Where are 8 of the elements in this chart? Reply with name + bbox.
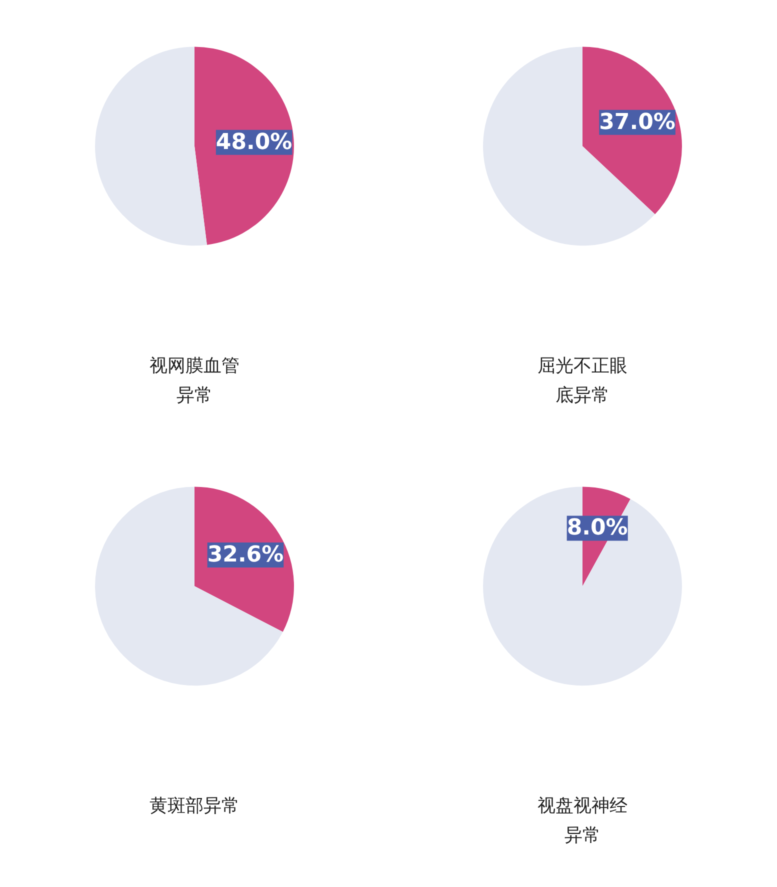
data-label: 37.0%: [599, 110, 676, 135]
text: 黄斑部异常: [150, 796, 240, 817]
data-label: 48.0%: [216, 130, 292, 155]
data-label: 32.6%: [207, 542, 284, 568]
text: 屈光不正眼底异常: [538, 356, 628, 406]
text: 视盘视神经异常: [538, 796, 628, 846]
data-label: 8.0%: [566, 516, 628, 541]
text: 视网膜血管异常: [150, 356, 240, 406]
